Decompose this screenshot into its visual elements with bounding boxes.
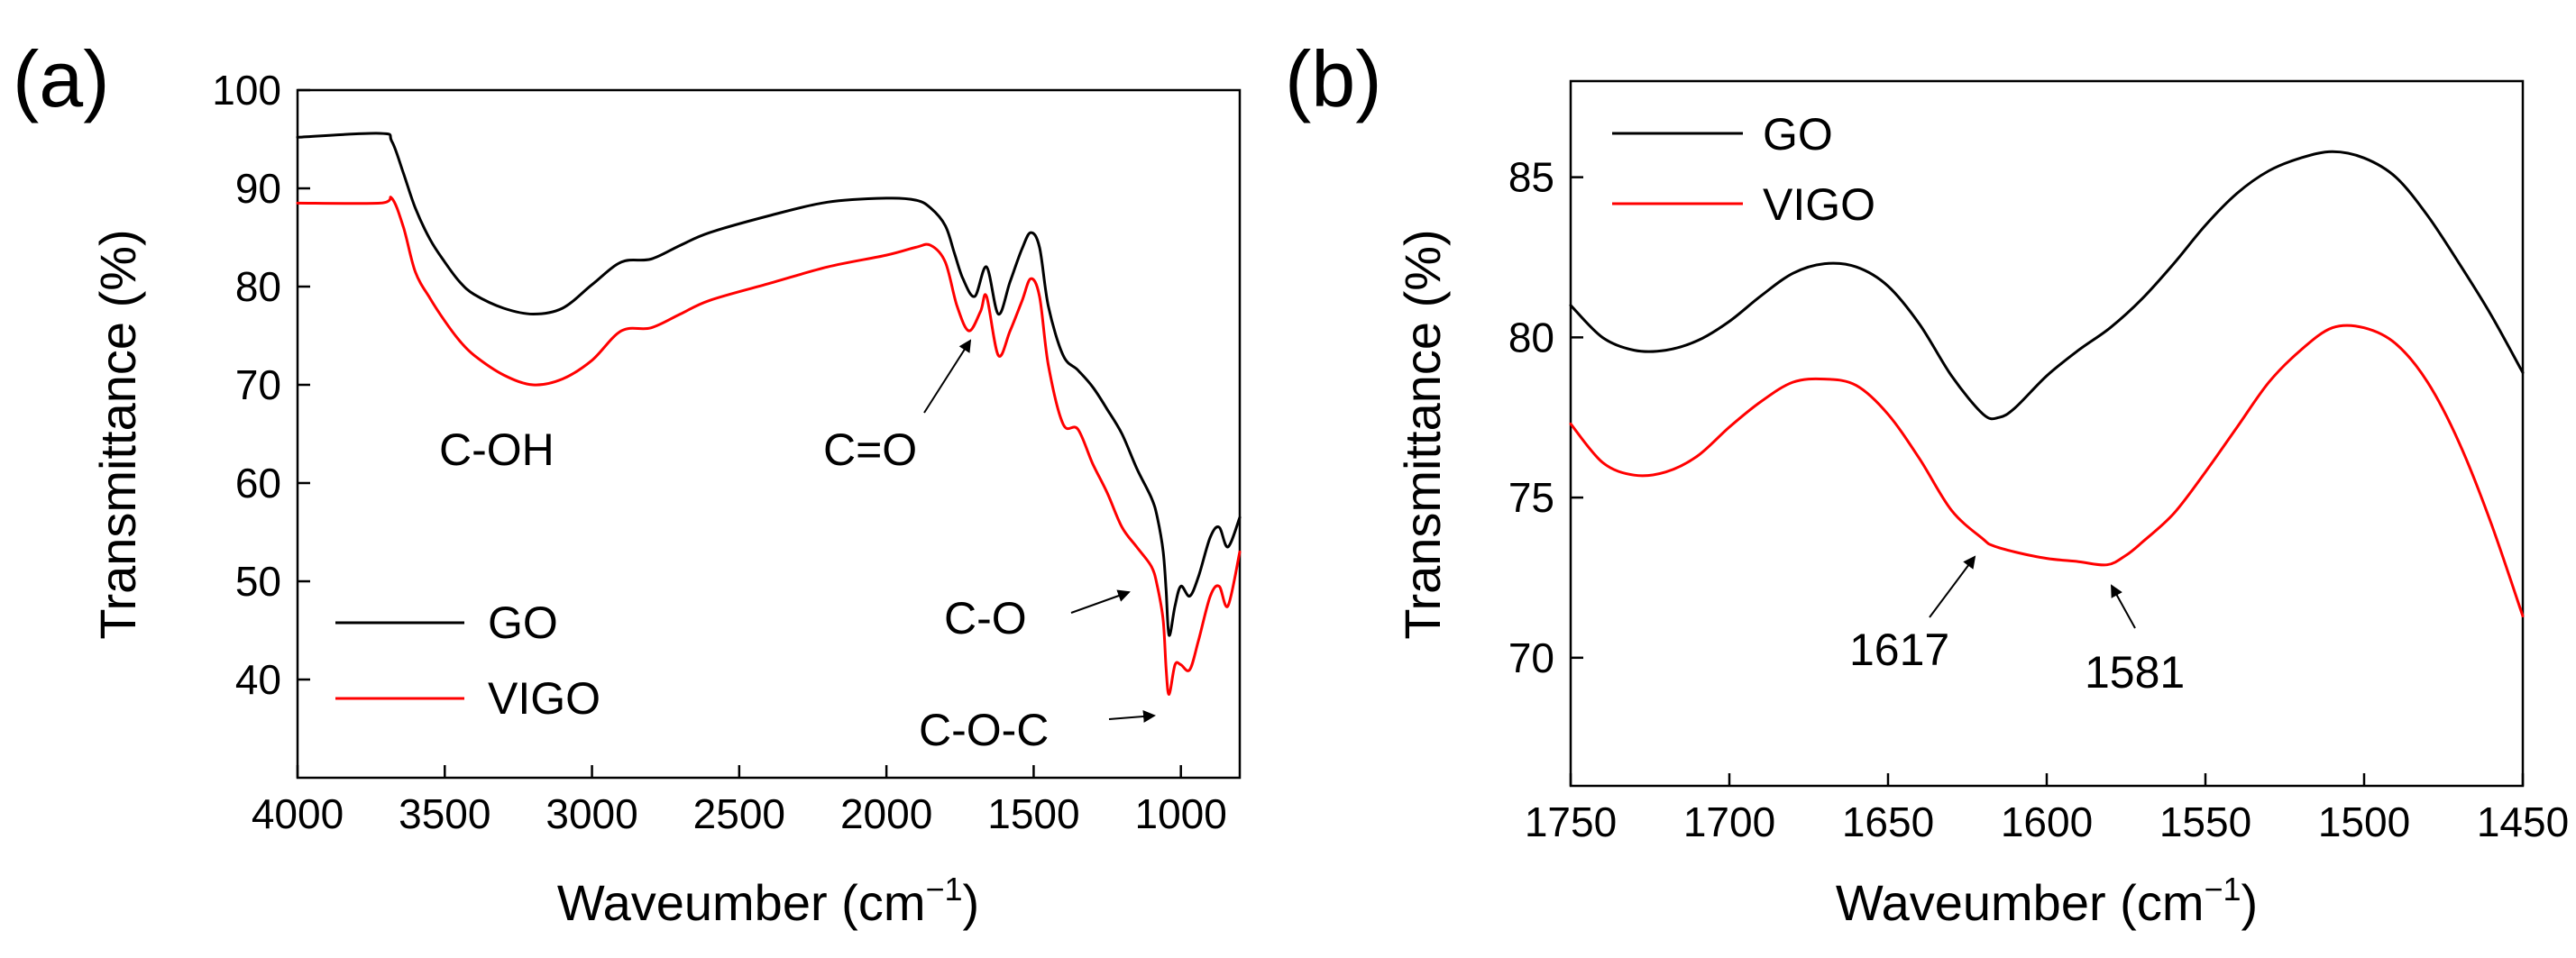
panel-b-series [1569, 150, 2525, 618]
panel-b-xlabel: Waveumber (cm−1) [1836, 871, 2258, 931]
panel-a-ylabel: Transmittance (%) [89, 229, 146, 639]
panel-a-series-vigo-line [296, 196, 1242, 696]
panel-a-frame [296, 88, 1242, 780]
panel-b-ylabel: Transmittance (%) [1394, 229, 1451, 639]
annotation-1581: 1581 [2085, 647, 2185, 698]
panel-a-xtick-label: 1500 [987, 790, 1079, 837]
panel-a-xtick-label: 1000 [1135, 790, 1227, 837]
panel-a-ytick-label: 40 [235, 656, 281, 703]
panel-b-xtick-label: 1450 [2477, 798, 2569, 845]
panel-a-ytick-label: 90 [235, 165, 281, 212]
panel-a-series [296, 132, 1242, 696]
panel-b-label: (b) [1285, 34, 1382, 123]
panel-b-frame [1569, 79, 2525, 788]
panel-a: (a) 4000 3500 3000 2500 2000 1500 1000 40 50 60 70… [13, 34, 1242, 931]
panel-b-xtick-label: 1650 [1842, 798, 1934, 845]
panel-b: (b) 1750 1700 1650 1600 1550 1500 1450 70 75 80 85… [1285, 34, 2569, 931]
arrow-c-o [1070, 589, 1131, 614]
panel-a-label: (a) [13, 34, 110, 123]
annotation-c-oh: C-OH [439, 424, 555, 475]
panel-b-xtick-label: 1550 [2159, 798, 2251, 845]
panel-a-xtick-label: 2000 [840, 790, 932, 837]
legend-label-vigo: VIGO [488, 673, 600, 724]
legend-label-go: GO [488, 598, 558, 648]
panel-a-ytick-label: 70 [235, 361, 281, 408]
panel-a-ticks: 4000 3500 3000 2500 2000 1500 1000 40 50 60 70 80 90… [212, 67, 1227, 837]
arrow-1581 [2111, 584, 2136, 629]
arrow-c-double-o [923, 339, 972, 414]
panel-a-ytick-label: 100 [212, 67, 281, 114]
panel-b-ytick-label: 75 [1508, 474, 1554, 521]
panel-a-xtick-label: 2500 [693, 790, 785, 837]
panel-b-ytick-label: 85 [1508, 154, 1554, 201]
panel-b-ticks: 1750 1700 1650 1600 1550 1500 1450 70 75 80 85 [1508, 154, 2569, 845]
panel-b-legend: GO VIGO [1612, 109, 1875, 230]
legend-label-go: GO [1763, 109, 1833, 160]
annotation-c-o-c: C-O-C [919, 705, 1049, 755]
panel-b-xtick-label: 1700 [1683, 798, 1775, 845]
panel-b-ytick-label: 80 [1508, 314, 1554, 360]
panel-a-xtick-label: 3500 [399, 790, 490, 837]
panel-b-xtick-label: 1600 [2001, 798, 2093, 845]
panel-a-legend: GO VIGO [335, 598, 600, 724]
annotation-c-double-o: C=O [823, 424, 917, 475]
legend-label-vigo: VIGO [1763, 179, 1875, 230]
panel-a-ytick-label: 80 [235, 263, 281, 310]
panel-b-series-vigo-line [1569, 324, 2525, 618]
panel-a-xlabel: Waveumber (cm−1) [557, 871, 979, 931]
panel-b-xtick-label: 1500 [2318, 798, 2410, 845]
annotation-1617: 1617 [1849, 625, 1949, 675]
arrow-c-o-c [1108, 709, 1156, 723]
panel-a-series-go-line [296, 132, 1242, 637]
panel-a-xtick-label: 4000 [252, 790, 344, 837]
panel-b-series-go-line [1569, 150, 2525, 421]
panel-a-ytick-label: 60 [235, 460, 281, 506]
panel-b-xtick-label: 1750 [1525, 798, 1617, 845]
panel-a-xtick-label: 3000 [545, 790, 637, 837]
annotation-c-o: C-O [944, 593, 1027, 643]
arrow-1617 [1929, 555, 1976, 618]
panel-b-ytick-label: 70 [1508, 634, 1554, 681]
panel-a-ytick-label: 50 [235, 558, 281, 605]
